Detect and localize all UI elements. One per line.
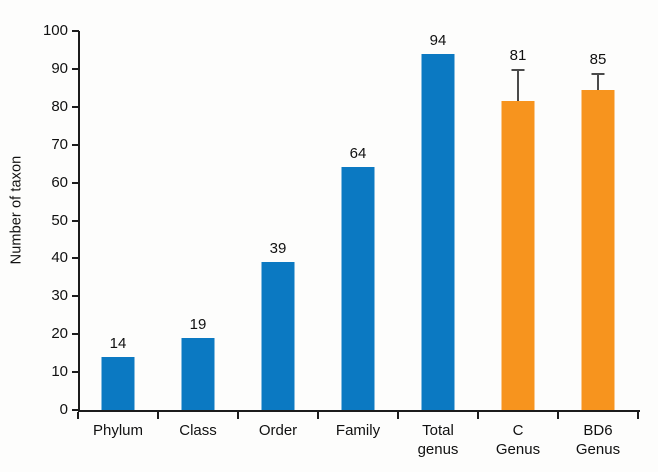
y-axis-tick <box>72 409 79 411</box>
y-axis-tick-label-wrap: 60 <box>10 175 68 190</box>
bar-value-label: 19 <box>189 315 207 333</box>
bar[interactable] <box>581 89 615 410</box>
x-axis-label-line1: C <box>512 422 524 439</box>
x-axis-tick <box>317 412 319 419</box>
bar[interactable] <box>341 167 375 410</box>
x-axis-label-c-genus: C Genus <box>475 421 561 459</box>
plot-area: 14 19 39 64 94 81 85 <box>78 31 638 410</box>
x-axis-tick <box>157 412 159 419</box>
y-axis-tick <box>72 371 79 374</box>
y-axis-tick-label-wrap: 90 <box>10 61 68 76</box>
y-axis-tick-label-wrap: 40 <box>10 250 68 265</box>
x-axis-label-total-genus: Total genus <box>395 421 481 459</box>
x-axis-label-line1: Phylum <box>92 422 144 439</box>
bar-group-order[interactable]: 39 <box>238 31 318 410</box>
x-axis-label-phylum: Phylum <box>75 421 161 440</box>
bar[interactable] <box>421 53 455 410</box>
x-axis-label-line1: Total <box>422 422 454 439</box>
x-axis-tick <box>477 412 479 419</box>
bar[interactable] <box>181 338 215 410</box>
bar-group-family[interactable]: 64 <box>318 31 398 410</box>
y-axis-tick-label: 100 <box>42 22 68 39</box>
y-axis-tick-label-wrap: 10 <box>10 364 68 379</box>
x-axis-tick <box>237 412 239 419</box>
bar[interactable] <box>501 101 535 410</box>
y-axis-tick-label-wrap: 0 <box>10 402 68 417</box>
y-axis-tick-label: 50 <box>51 211 68 229</box>
y-axis-tick <box>72 30 79 32</box>
bar-value-label: 39 <box>269 240 287 258</box>
x-axis-label-order: Order <box>235 421 321 440</box>
x-axis-label-line1: BD6 <box>583 422 613 439</box>
y-axis-tick-label-wrap: 80 <box>10 99 68 114</box>
y-axis-line <box>78 31 80 412</box>
bar-group-class[interactable]: 19 <box>158 31 238 410</box>
y-axis-tick-label-wrap: 30 <box>10 288 68 303</box>
y-axis-tick-label: 90 <box>51 59 68 77</box>
y-axis-tick-label-wrap: 70 <box>10 137 68 152</box>
error-bar-stem <box>517 68 519 102</box>
x-axis-tick <box>397 412 399 419</box>
bar-value-label: 14 <box>109 334 127 352</box>
bar-group-phylum[interactable]: 14 <box>78 31 158 410</box>
y-axis-tick-label-wrap: 100 <box>10 23 68 38</box>
bar[interactable] <box>261 262 295 410</box>
y-axis-tick-label: 40 <box>51 249 68 267</box>
y-axis-tick <box>72 257 79 260</box>
y-axis-title-text: Number of taxon <box>8 155 25 265</box>
y-axis-tick <box>72 143 79 146</box>
y-axis-tick-label: 20 <box>51 325 68 343</box>
x-axis-label-bd6-genus: BD6 Genus <box>555 421 641 459</box>
x-axis-tick <box>77 412 79 419</box>
bar-value-label: 94 <box>429 31 447 49</box>
x-axis-line <box>78 410 640 412</box>
x-axis-label-line1: Order <box>258 422 298 439</box>
x-axis-label-line2: genus <box>417 441 459 458</box>
x-axis-label-line1: Class <box>179 422 217 439</box>
bar-value-label: 81 <box>509 46 527 64</box>
error-bar-stem <box>597 72 599 90</box>
y-axis-tick-label: 60 <box>51 173 68 191</box>
y-axis-tick <box>72 219 79 222</box>
y-axis-tick <box>72 105 79 108</box>
x-axis-tick <box>637 412 639 419</box>
y-axis-tick <box>72 67 79 70</box>
y-axis-tick <box>72 295 79 298</box>
bar-group-bd6-genus[interactable]: 85 <box>558 31 638 410</box>
error-bar-cap <box>591 72 605 75</box>
x-axis-label-line1: Family <box>335 422 381 439</box>
y-axis-tick-label-wrap: 20 <box>10 326 68 341</box>
x-axis-label-line2: Genus <box>575 441 621 458</box>
y-axis-tick-label: 70 <box>51 135 68 153</box>
bar-group-total-genus[interactable]: 94 <box>398 31 478 410</box>
bar-value-label: 64 <box>349 145 367 163</box>
y-axis-tick-label: 30 <box>51 287 68 305</box>
x-axis-label-class: Class <box>155 421 241 440</box>
y-axis-tick <box>72 181 79 184</box>
bar-value-label: 85 <box>589 50 607 68</box>
bar-group-c-genus[interactable]: 81 <box>478 31 558 410</box>
x-axis-label-family: Family <box>315 421 401 440</box>
y-axis-tick-label: 0 <box>59 401 68 418</box>
x-axis-tick <box>557 412 559 419</box>
y-axis-tick-label: 80 <box>51 97 68 115</box>
y-axis-tick <box>72 333 79 336</box>
y-axis-tick-label: 10 <box>51 363 68 381</box>
error-bar-cap <box>511 68 525 71</box>
y-axis-tick-label-wrap: 50 <box>10 213 68 228</box>
bar[interactable] <box>101 356 135 410</box>
x-axis-label-line2: Genus <box>495 441 541 458</box>
